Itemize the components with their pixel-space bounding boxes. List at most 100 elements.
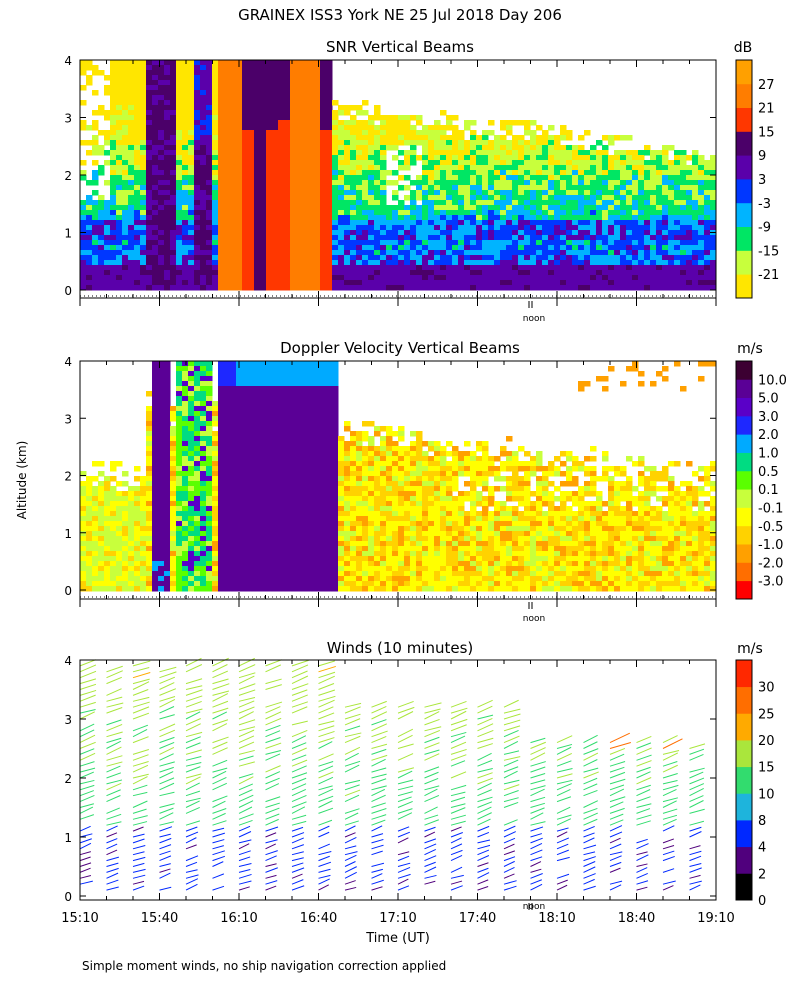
snr-cell bbox=[296, 235, 303, 241]
snr-cell bbox=[380, 250, 387, 256]
snr-cell bbox=[254, 185, 261, 191]
snr-cell bbox=[530, 200, 537, 206]
snr-cell bbox=[572, 225, 579, 231]
snr-cell bbox=[350, 180, 357, 186]
snr-cell bbox=[254, 110, 261, 116]
snr-cell bbox=[128, 75, 135, 81]
snr-cell bbox=[308, 145, 315, 151]
snr-cell bbox=[482, 200, 489, 206]
doppler-cell bbox=[170, 476, 177, 482]
snr-cell bbox=[284, 180, 291, 186]
doppler-cell bbox=[242, 536, 249, 542]
snr-cell bbox=[104, 110, 111, 116]
snr-cell bbox=[290, 265, 297, 271]
snr-cell bbox=[146, 275, 153, 281]
colorbar-label: 27 bbox=[758, 78, 775, 93]
snr-cell bbox=[356, 125, 363, 131]
snr-cell bbox=[500, 225, 507, 231]
snr-cell bbox=[470, 260, 477, 266]
snr-cell bbox=[284, 75, 291, 81]
snr-cell bbox=[296, 230, 303, 236]
snr-cell bbox=[668, 225, 675, 231]
snr-cell bbox=[362, 120, 369, 126]
snr-cell bbox=[260, 240, 267, 246]
snr-cell bbox=[260, 130, 267, 136]
snr-cell bbox=[320, 265, 327, 271]
snr-cell bbox=[332, 165, 339, 171]
snr-cell bbox=[140, 80, 147, 86]
snr-cell bbox=[164, 150, 171, 156]
snr-cell bbox=[644, 255, 651, 261]
snr-cell bbox=[446, 205, 453, 211]
snr-cell bbox=[218, 160, 225, 166]
snr-cell bbox=[170, 90, 177, 96]
snr-cell bbox=[542, 255, 549, 261]
snr-cell bbox=[656, 265, 663, 271]
snr-cell bbox=[656, 175, 663, 181]
snr-cell bbox=[224, 120, 231, 126]
doppler-cell bbox=[242, 366, 249, 372]
snr-cell bbox=[422, 205, 429, 211]
snr-cell bbox=[236, 280, 243, 286]
snr-cell bbox=[536, 205, 543, 211]
snr-cell bbox=[284, 105, 291, 111]
snr-cell bbox=[590, 230, 597, 236]
snr-cell bbox=[146, 265, 153, 271]
snr-cell bbox=[422, 215, 429, 221]
snr-cell bbox=[98, 230, 105, 236]
snr-cell bbox=[254, 200, 261, 206]
snr-cell bbox=[260, 265, 267, 271]
snr-cell bbox=[326, 200, 333, 206]
snr-cell bbox=[470, 220, 477, 226]
doppler-cell bbox=[104, 511, 111, 517]
doppler-cell bbox=[194, 551, 201, 557]
doppler-cell bbox=[230, 421, 237, 427]
snr-cell bbox=[260, 220, 267, 226]
snr-cell bbox=[470, 160, 477, 166]
snr-cell bbox=[188, 75, 195, 81]
snr-cell bbox=[368, 255, 375, 261]
snr-cell bbox=[494, 175, 501, 181]
snr-cell bbox=[656, 270, 663, 276]
snr-cell bbox=[314, 145, 321, 151]
snr-cell bbox=[488, 155, 495, 161]
snr-cell bbox=[260, 245, 267, 251]
snr-cell bbox=[176, 275, 183, 281]
snr-cell bbox=[488, 235, 495, 241]
snr-cell bbox=[332, 255, 339, 261]
snr-cell bbox=[248, 255, 255, 261]
snr-cell bbox=[320, 135, 327, 141]
snr-cell bbox=[212, 230, 219, 236]
snr-cell bbox=[548, 240, 555, 246]
snr-cell bbox=[230, 150, 237, 156]
snr-cell bbox=[134, 165, 141, 171]
snr-cell bbox=[338, 170, 345, 176]
doppler-cell bbox=[134, 506, 141, 512]
doppler-cell bbox=[242, 531, 249, 537]
snr-cell bbox=[668, 270, 675, 276]
snr-cell bbox=[326, 60, 333, 66]
snr-cell bbox=[476, 140, 483, 146]
snr-cell bbox=[248, 235, 255, 241]
snr-cell bbox=[272, 135, 279, 141]
doppler-cell bbox=[164, 391, 171, 397]
snr-cell bbox=[272, 190, 279, 196]
doppler-cell bbox=[224, 381, 231, 387]
snr-cell bbox=[338, 135, 345, 141]
doppler-cell bbox=[158, 471, 165, 477]
doppler-cell bbox=[254, 361, 261, 367]
snr-cell bbox=[158, 95, 165, 101]
doppler-cell bbox=[194, 556, 201, 562]
doppler-cell bbox=[218, 416, 225, 422]
snr-cell bbox=[140, 195, 147, 201]
snr-cell bbox=[518, 215, 525, 221]
snr-cell bbox=[302, 195, 309, 201]
snr-cell bbox=[188, 235, 195, 241]
snr-cell bbox=[206, 175, 213, 181]
doppler-cell bbox=[212, 566, 219, 572]
snr-cell bbox=[164, 85, 171, 91]
doppler-cell bbox=[218, 561, 225, 567]
snr-cell bbox=[236, 135, 243, 141]
snr-cell bbox=[662, 215, 669, 221]
doppler-cell bbox=[176, 506, 183, 512]
